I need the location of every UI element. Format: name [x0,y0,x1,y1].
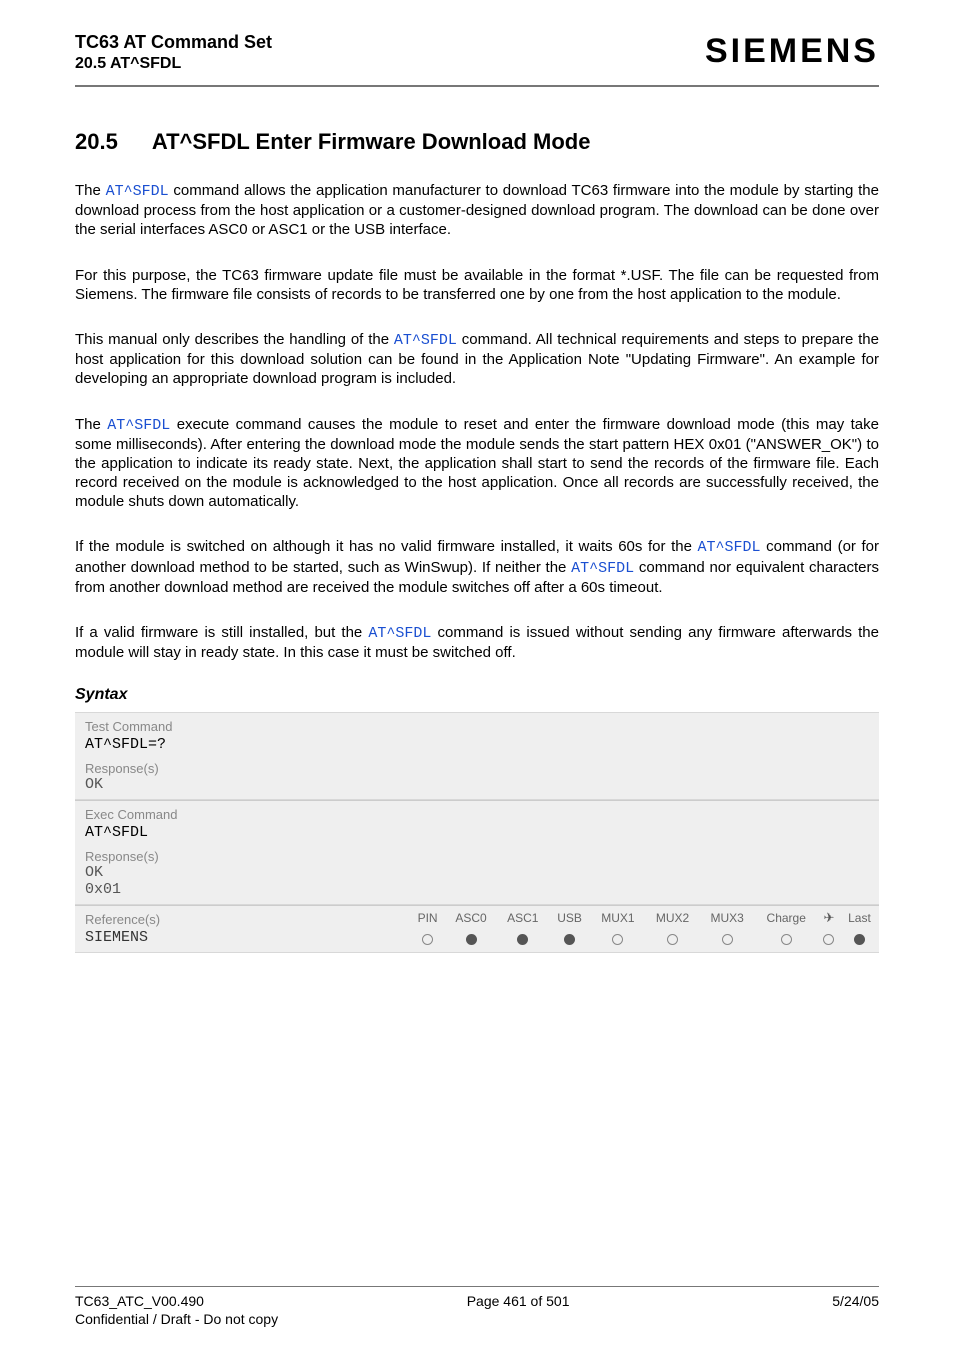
reference-label: Reference(s) [75,906,410,929]
brand-logo: SIEMENS [705,32,879,71]
capability-col-0: PIN [410,906,445,930]
text: If a valid firmware is still installed, … [75,624,368,641]
cmd-link[interactable]: AT^SFDL [698,539,761,556]
capability-col-2: ASC1 [497,906,549,930]
capability-cell-2 [497,930,549,952]
dot-filled-icon [517,934,528,945]
header-left: TC63 AT Command Set 20.5 AT^SFDL [75,32,272,73]
capability-cell-1 [445,930,497,952]
dot-empty-icon [612,934,623,945]
page-footer: TC63_ATC_V00.490 Page 461 of 501 5/24/05… [75,1286,879,1327]
capability-col-4: MUX1 [591,906,646,930]
response-label: Response(s) [75,759,879,776]
capability-cell-5 [645,930,700,952]
text: If the module is switched on although it… [75,538,698,555]
paragraph-4: The AT^SFDL execute command causes the m… [75,415,879,512]
syntax-block: Test Command AT^SFDL=? Response(s) OK Ex… [75,712,879,953]
test-command-code: AT^SFDL=? [75,736,879,759]
footer-date: 5/24/05 [832,1293,879,1309]
capability-col-8: ✈ [818,906,840,930]
paragraph-2: For this purpose, the TC63 firmware upda… [75,266,879,304]
cmd-link[interactable]: AT^SFDL [107,417,170,434]
capability-cell-9 [840,930,879,952]
test-response: OK [75,776,879,799]
capability-col-6: MUX3 [700,906,755,930]
test-command-box: Test Command AT^SFDL=? Response(s) OK [75,712,879,800]
capability-cell-4 [591,930,646,952]
capability-col-1: ASC0 [445,906,497,930]
text: execute command causes the module to res… [75,416,879,511]
dot-filled-icon [854,934,865,945]
exec-command-box: Exec Command AT^SFDL Response(s) OK 0x01 [75,800,879,905]
text: The [75,182,106,199]
paragraph-3: This manual only describes the handling … [75,330,879,389]
capability-cell-0 [410,930,445,952]
footer-confidential: Confidential / Draft - Do not copy [75,1311,879,1327]
footer-doc-id: TC63_ATC_V00.490 [75,1293,204,1309]
capability-col-3: USB [549,906,591,930]
airplane-icon: ✈ [823,910,834,925]
reference-box: Reference(s) SIEMENS PINASC0ASC1USBMUX1M… [75,905,879,953]
doc-subtitle: 20.5 AT^SFDL [75,55,272,73]
response-label: Response(s) [75,847,879,864]
cmd-link[interactable]: AT^SFDL [368,625,431,642]
capability-header-row: PINASC0ASC1USBMUX1MUX2MUX3Charge ✈ Last [410,906,879,930]
capability-cell-3 [549,930,591,952]
cmd-link[interactable]: AT^SFDL [571,560,634,577]
dot-empty-icon [722,934,733,945]
capability-cell-7 [755,930,818,952]
footer-page-number: Page 461 of 501 [467,1293,570,1309]
capability-col-7: Charge [755,906,818,930]
capability-cell-6 [700,930,755,952]
dot-empty-icon [667,934,678,945]
section-title: AT^SFDL Enter Firmware Download Mode [152,129,591,155]
dot-empty-icon [823,934,834,945]
cmd-link[interactable]: AT^SFDL [106,183,169,200]
capability-col-5: MUX2 [645,906,700,930]
capability-cell-8 [818,930,840,952]
dot-filled-icon [466,934,477,945]
capability-col-9: Last [840,906,879,930]
capability-table: PINASC0ASC1USBMUX1MUX2MUX3Charge ✈ Last [410,906,879,952]
paragraph-5: If the module is switched on although it… [75,537,879,597]
exec-response-line1: OK [85,864,869,881]
doc-title: TC63 AT Command Set [75,32,272,53]
text: command allows the application manufactu… [75,182,879,238]
capability-value-row [410,930,879,952]
text: This manual only describes the handling … [75,331,394,348]
header-rule [75,85,879,87]
section-heading: 20.5 AT^SFDL Enter Firmware Download Mod… [75,129,879,155]
test-command-label: Test Command [75,713,879,736]
page-header: TC63 AT Command Set 20.5 AT^SFDL SIEMENS [75,32,879,73]
exec-command-code: AT^SFDL [75,824,879,847]
syntax-heading: Syntax [75,686,879,704]
paragraph-6: If a valid firmware is still installed, … [75,623,879,662]
exec-response: OK 0x01 [75,864,879,904]
exec-response-line2: 0x01 [85,881,869,898]
exec-command-label: Exec Command [75,801,879,824]
page: TC63 AT Command Set 20.5 AT^SFDL SIEMENS… [0,0,954,1351]
text: The [75,416,107,433]
reference-value: SIEMENS [75,929,410,952]
dot-empty-icon [422,934,433,945]
dot-filled-icon [564,934,575,945]
dot-empty-icon [781,934,792,945]
section-number: 20.5 [75,129,118,155]
cmd-link[interactable]: AT^SFDL [394,332,457,349]
paragraph-1: The AT^SFDL command allows the applicati… [75,181,879,240]
footer-rule [75,1286,879,1287]
